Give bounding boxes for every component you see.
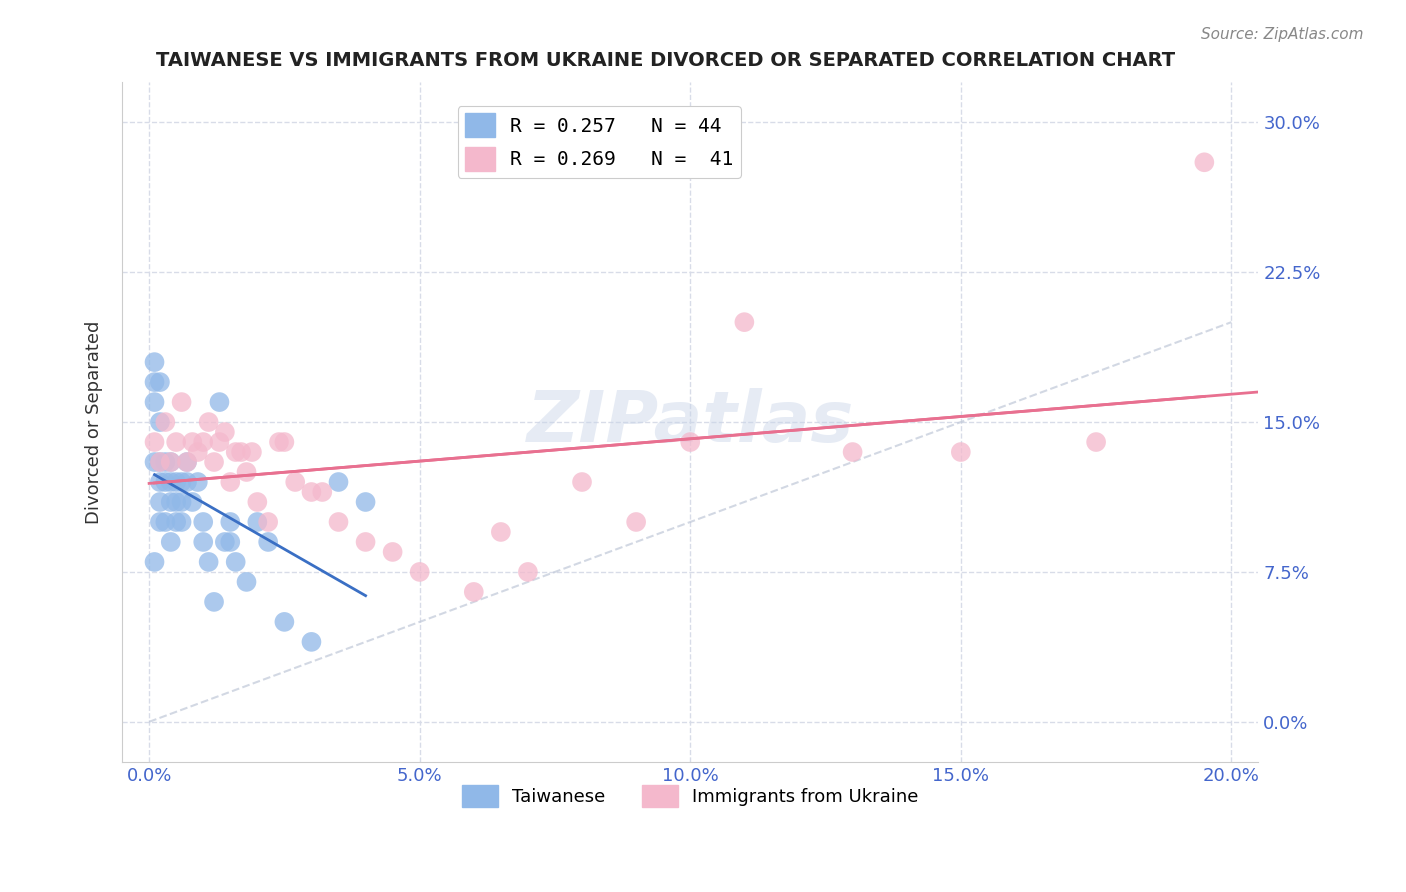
Point	[571, 475, 593, 489]
Point	[165, 475, 187, 489]
Point	[197, 555, 219, 569]
Point	[408, 565, 430, 579]
Text: Source: ZipAtlas.com: Source: ZipAtlas.com	[1201, 27, 1364, 42]
Point	[257, 515, 280, 529]
Y-axis label: Divorced or Separated: Divorced or Separated	[86, 320, 103, 524]
Point	[381, 545, 404, 559]
Point	[143, 395, 166, 409]
Point	[284, 475, 307, 489]
Point	[219, 515, 242, 529]
Point	[267, 435, 290, 450]
Point	[202, 595, 225, 609]
Text: TAIWANESE VS IMMIGRANTS FROM UKRAINE DIVORCED OR SEPARATED CORRELATION CHART: TAIWANESE VS IMMIGRANTS FROM UKRAINE DIV…	[156, 51, 1175, 70]
Point	[246, 515, 269, 529]
Point	[301, 485, 323, 500]
Point	[354, 495, 377, 509]
Point	[149, 415, 172, 429]
Point	[149, 515, 172, 529]
Point	[225, 555, 247, 569]
Point	[155, 515, 177, 529]
Text: ZIPatlas: ZIPatlas	[527, 387, 853, 457]
Point	[176, 455, 198, 469]
Point	[679, 435, 702, 450]
Point	[165, 515, 187, 529]
Point	[219, 535, 242, 549]
Point	[181, 435, 204, 450]
Point	[354, 535, 377, 549]
Point	[489, 524, 512, 539]
Point	[170, 395, 193, 409]
Point	[181, 495, 204, 509]
Point	[149, 375, 172, 389]
Point	[624, 515, 647, 529]
Point	[149, 455, 172, 469]
Point	[240, 445, 263, 459]
Point	[159, 455, 181, 469]
Point	[949, 445, 972, 459]
Point	[193, 535, 215, 549]
Point	[170, 515, 193, 529]
Point	[165, 435, 187, 450]
Point	[235, 574, 257, 589]
Point	[176, 455, 198, 469]
Point	[155, 475, 177, 489]
Point	[143, 435, 166, 450]
Point	[1194, 155, 1216, 169]
Point	[257, 535, 280, 549]
Point	[165, 495, 187, 509]
Point	[143, 375, 166, 389]
Point	[143, 355, 166, 369]
Point	[733, 315, 755, 329]
Point	[170, 495, 193, 509]
Point	[246, 495, 269, 509]
Point	[187, 445, 209, 459]
Point	[311, 485, 333, 500]
Point	[328, 475, 350, 489]
Point	[516, 565, 538, 579]
Point	[214, 425, 236, 439]
Point	[159, 455, 181, 469]
Point	[273, 435, 295, 450]
Point	[149, 475, 172, 489]
Point	[1085, 435, 1108, 450]
Point	[301, 635, 323, 649]
Point	[202, 455, 225, 469]
Point	[159, 475, 181, 489]
Point	[187, 475, 209, 489]
Point	[176, 475, 198, 489]
Point	[229, 445, 252, 459]
Point	[841, 445, 863, 459]
Point	[143, 455, 166, 469]
Legend: Taiwanese, Immigrants from Ukraine: Taiwanese, Immigrants from Ukraine	[454, 778, 927, 814]
Point	[328, 515, 350, 529]
Point	[159, 535, 181, 549]
Point	[208, 395, 231, 409]
Point	[159, 495, 181, 509]
Point	[193, 515, 215, 529]
Point	[219, 475, 242, 489]
Point	[197, 415, 219, 429]
Point	[225, 445, 247, 459]
Point	[273, 615, 295, 629]
Point	[155, 455, 177, 469]
Point	[214, 535, 236, 549]
Point	[463, 585, 485, 599]
Point	[149, 455, 172, 469]
Point	[155, 415, 177, 429]
Point	[235, 465, 257, 479]
Point	[170, 475, 193, 489]
Point	[193, 435, 215, 450]
Point	[149, 495, 172, 509]
Point	[208, 435, 231, 450]
Point	[143, 555, 166, 569]
